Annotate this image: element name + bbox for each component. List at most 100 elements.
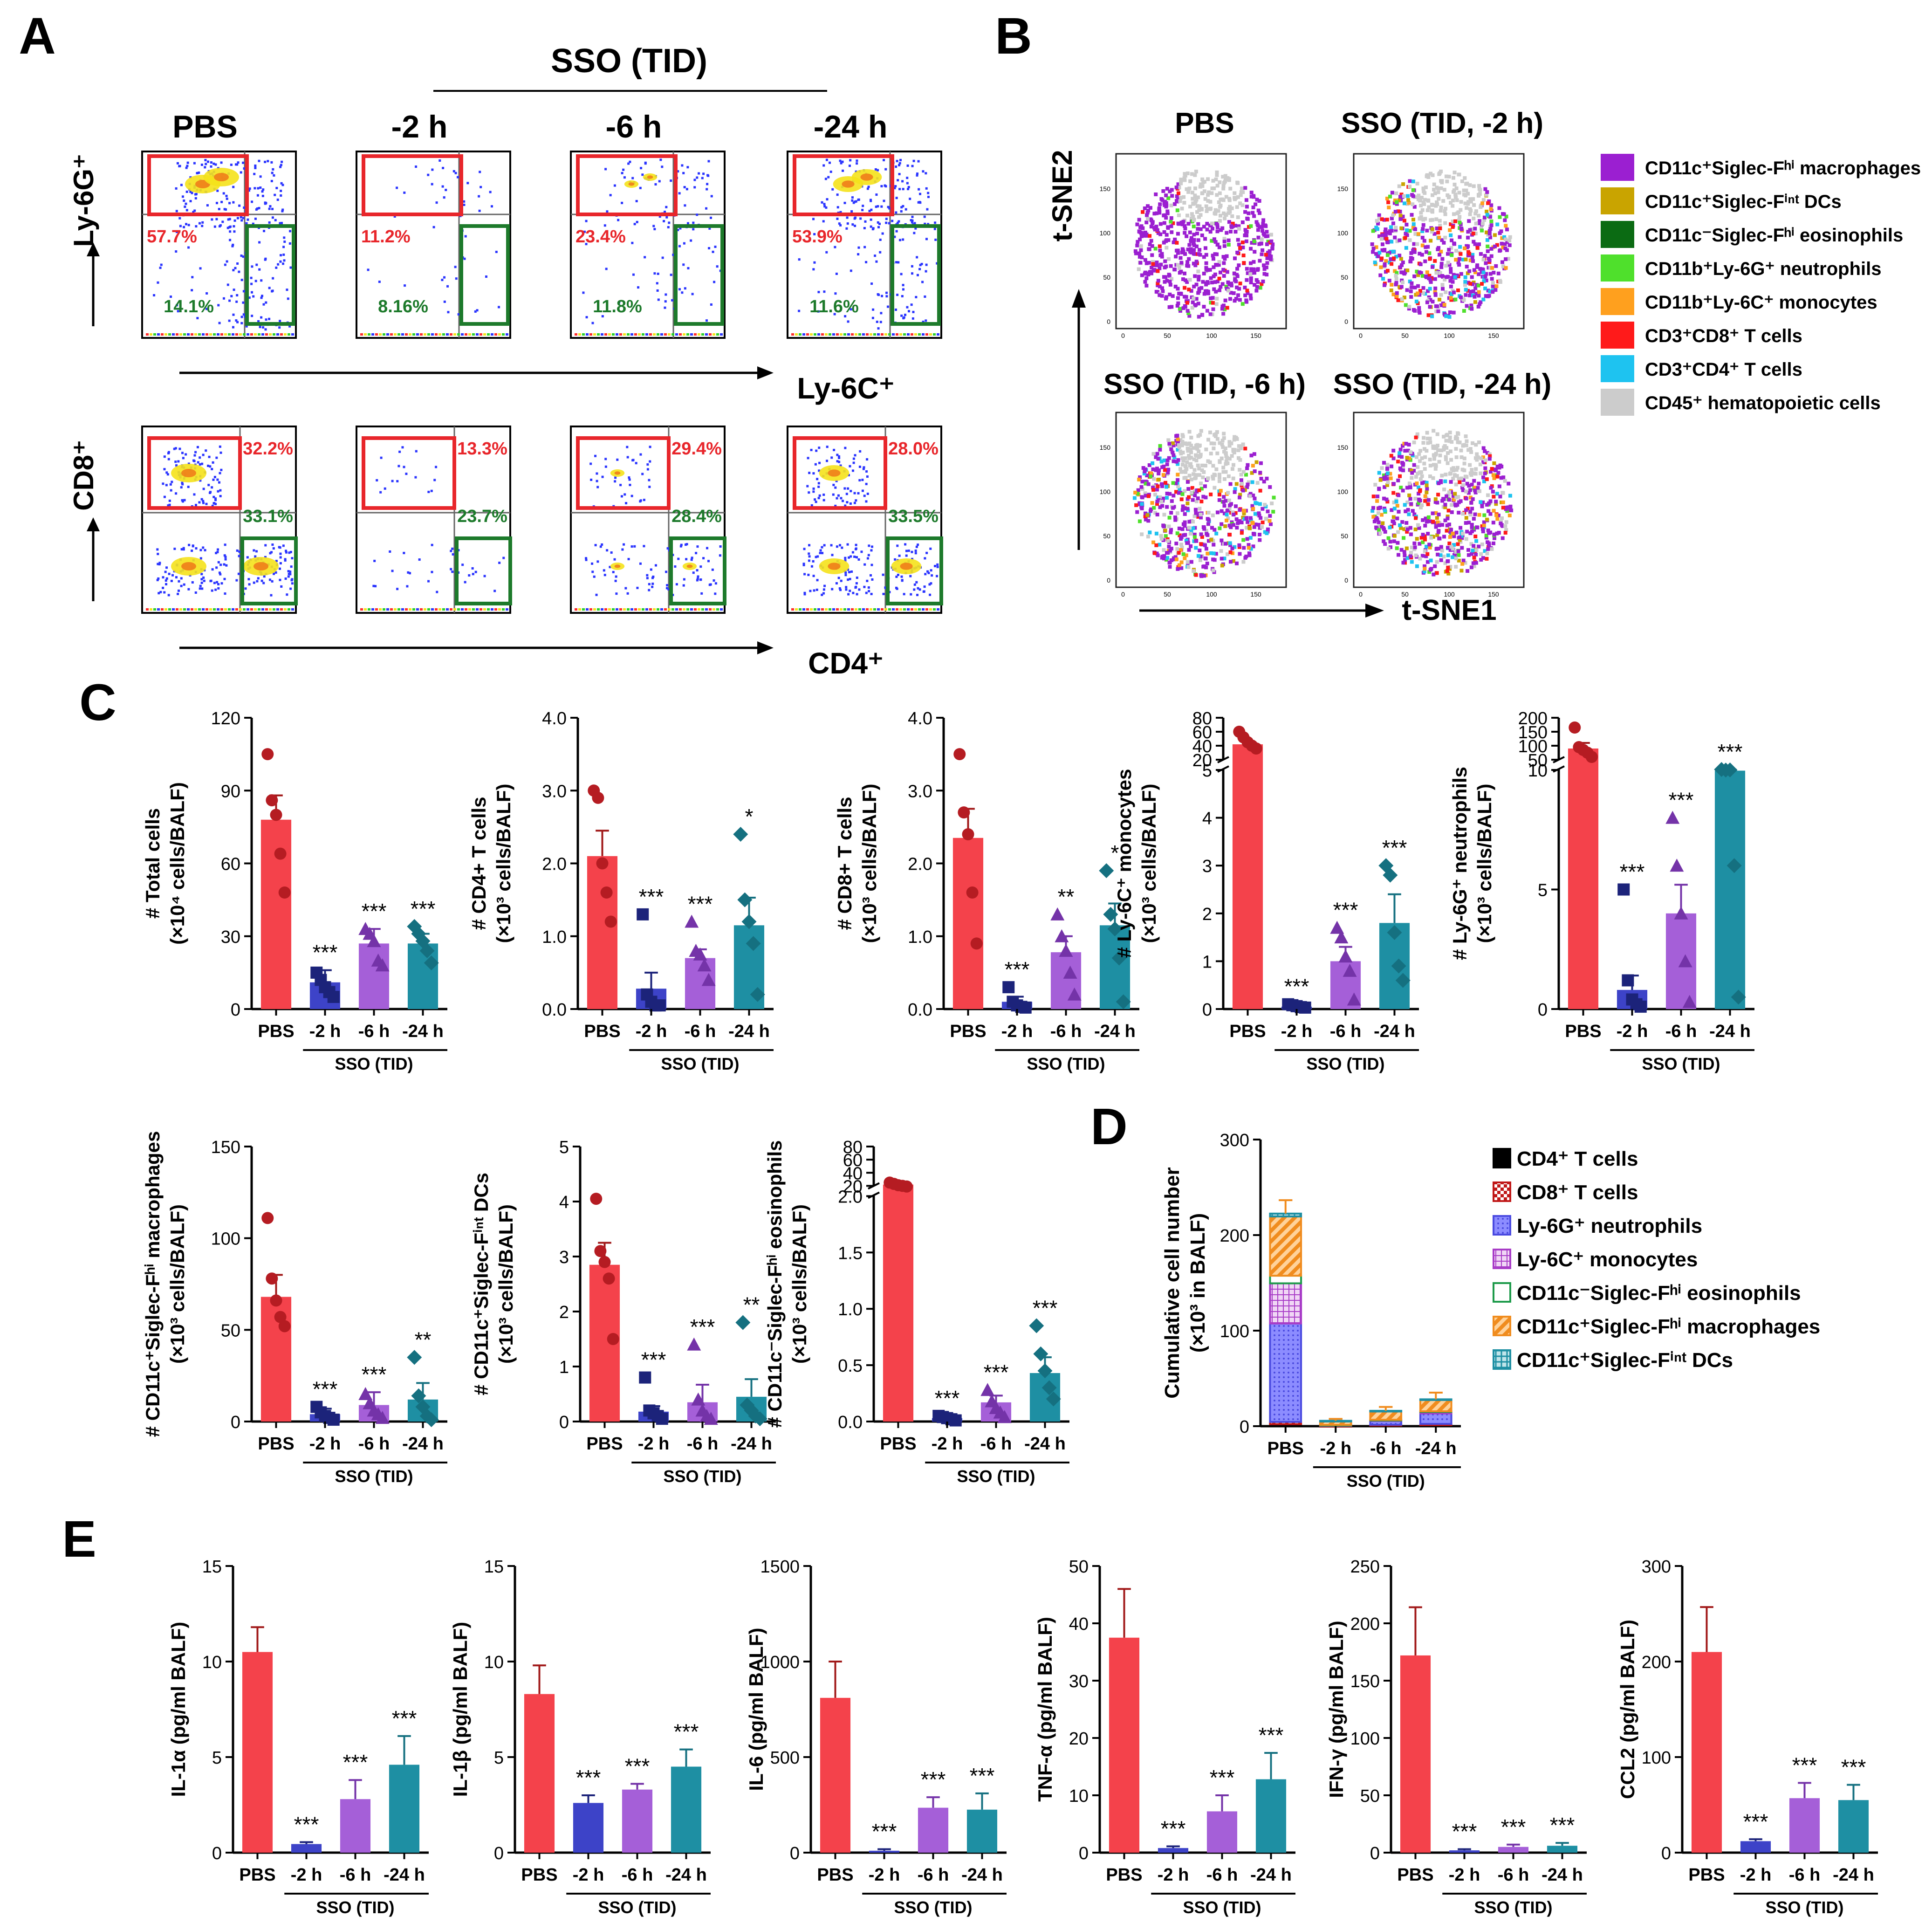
flow-event [852, 469, 855, 472]
tsne-title-1: SSO (TID, -2 h) [1341, 107, 1543, 139]
data-point [1103, 907, 1118, 922]
tsne-cell [1493, 244, 1497, 248]
tsne-cell [1415, 269, 1419, 274]
tsne-cell [1409, 532, 1413, 536]
tsne-cell [1473, 488, 1477, 493]
tsne-cell [1462, 468, 1466, 473]
tsne-cell [1194, 282, 1199, 287]
axis-event [694, 333, 697, 336]
axis-event [832, 608, 835, 611]
flow-event [854, 225, 856, 227]
flow-event [253, 187, 256, 190]
y-tick-label: 4.0 [542, 709, 567, 728]
y-tick-label: 120 [211, 709, 240, 728]
tsne-cell [1187, 495, 1191, 499]
axis-event [802, 333, 805, 336]
tsne-cell [1168, 292, 1172, 296]
tsne-cell [1187, 243, 1192, 247]
tsne-cell [1230, 454, 1234, 458]
tsne-cell [1425, 490, 1429, 495]
group-label: SSO (TID) [335, 1054, 413, 1073]
flow-event [166, 473, 169, 476]
flow-event [818, 446, 821, 449]
tsne-cell [1266, 527, 1270, 531]
gate-green [459, 224, 510, 326]
tsne-cell [1410, 213, 1414, 217]
flow-event [242, 161, 245, 164]
data-point [697, 958, 712, 972]
tsne-cell [1395, 271, 1399, 275]
tsne-cell [1249, 280, 1253, 284]
flow-event [631, 177, 634, 179]
tsne-cell [1492, 536, 1496, 540]
tsne-cell [1218, 180, 1222, 185]
flow-event [670, 179, 672, 182]
tsne-cell [1161, 523, 1165, 528]
flow-event [830, 456, 833, 459]
tsne-cell [1458, 215, 1462, 219]
tsne-cell [1383, 477, 1387, 481]
data-point [261, 748, 274, 761]
flow-event [442, 167, 445, 170]
tsne-cell [1421, 518, 1425, 522]
tsne-cell [1420, 554, 1425, 558]
tsne-cell [1167, 515, 1172, 520]
tsne-cell [1176, 462, 1180, 466]
flow-event [919, 264, 922, 267]
tsne-cell [1158, 222, 1163, 226]
data-point [1250, 742, 1262, 755]
tsne-cell [1221, 175, 1225, 179]
tsne-cell [1227, 440, 1232, 444]
tsne-cell [1146, 273, 1151, 277]
tsne-cell [1388, 472, 1392, 476]
tsne-cell [1411, 509, 1415, 513]
tsne-cell [1444, 457, 1448, 461]
flow-event [896, 544, 899, 547]
tsne-cell [1144, 517, 1148, 522]
tsne-cell [1183, 286, 1187, 290]
tsne-cell [1154, 455, 1158, 459]
axis-event [364, 333, 367, 336]
flow-event [696, 577, 699, 580]
tsne-cell [1213, 272, 1217, 276]
flow-event [919, 192, 922, 195]
tsne-cell [1244, 198, 1248, 202]
axis-event [397, 333, 400, 336]
flow-event [868, 590, 870, 592]
flow-event [885, 218, 888, 220]
tsne-cell [1239, 444, 1243, 448]
flow-event [825, 251, 828, 254]
tsne-cell [1479, 456, 1483, 460]
tsne-cell [1251, 464, 1255, 468]
tsne-cell [1427, 274, 1432, 278]
flow-event [159, 267, 162, 269]
tsne-cell [1452, 497, 1456, 501]
y-tick-label: 30 [221, 927, 240, 947]
tsne-cell [1395, 239, 1399, 243]
axis-event [821, 333, 824, 336]
tsne-cell [1257, 511, 1261, 515]
tsne-cell [1183, 172, 1187, 176]
y-tick-label: 3 [1202, 857, 1212, 876]
flow-event [374, 585, 377, 588]
flow-event [884, 168, 887, 171]
tsne-cell [1178, 199, 1182, 203]
tsne-cell [1486, 529, 1490, 533]
tsne-cell [1222, 244, 1226, 248]
tsne-cell [1450, 510, 1454, 514]
tsne-cell [1489, 254, 1494, 258]
tsne-cell [1211, 179, 1215, 183]
flow-event [636, 220, 638, 223]
axis-event [220, 608, 223, 611]
tsne-cell [1439, 558, 1443, 562]
tsne-cell [1474, 209, 1479, 213]
flow-event [699, 578, 702, 581]
flow-event [852, 591, 855, 594]
tsne-cell [1490, 266, 1494, 270]
tsne-cell [1424, 250, 1428, 254]
tsne-cell [1457, 500, 1461, 504]
tsne-cell [1177, 185, 1181, 190]
flow-event [865, 482, 868, 485]
tsne-cell [1398, 195, 1402, 199]
tsne-cell [1443, 206, 1447, 211]
